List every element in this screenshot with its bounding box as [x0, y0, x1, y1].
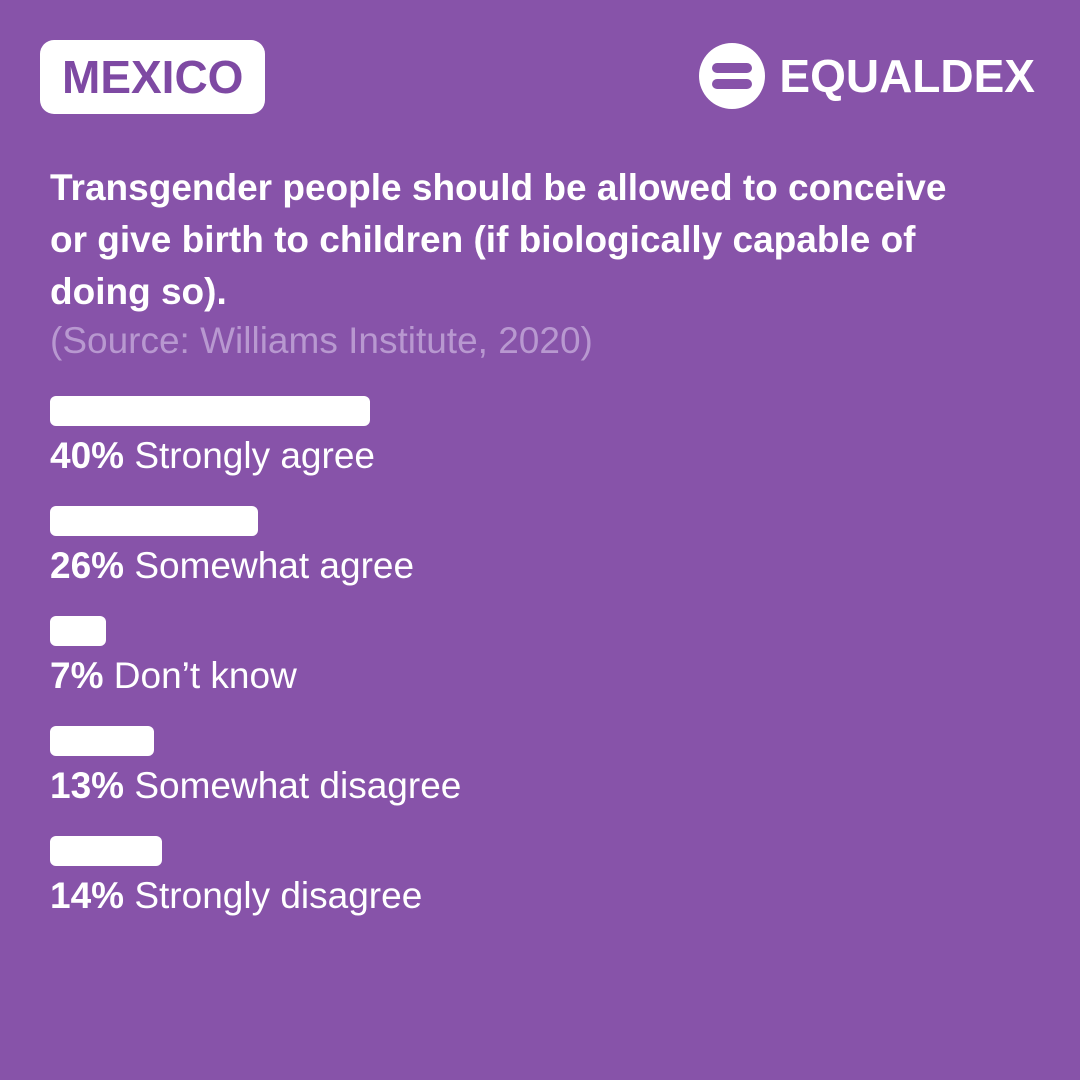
bar-category-label: Somewhat agree — [134, 545, 415, 586]
question-block: Transgender people should be allowed to … — [50, 162, 950, 364]
bar-label: 13% Somewhat disagree — [50, 764, 461, 808]
bar-label: 7% Don’t know — [50, 654, 297, 698]
bar — [50, 396, 370, 426]
country-badge: MEXICO — [40, 40, 266, 114]
bar-value-label: 26% — [50, 545, 125, 586]
bar-row: 7% Don’t know — [50, 616, 1030, 726]
bar — [50, 506, 258, 536]
equaldex-logo-icon — [699, 43, 766, 109]
bar-value-label: 13% — [50, 765, 125, 806]
source-citation: (Source: Williams Institute, 2020) — [50, 320, 593, 361]
country-label: MEXICO — [62, 51, 244, 103]
bar-label: 40% Strongly agree — [50, 434, 375, 478]
bar-category-label: Somewhat disagree — [134, 765, 462, 806]
survey-question: Transgender people should be allowed to … — [50, 167, 947, 312]
bar — [50, 726, 154, 756]
bar — [50, 616, 106, 646]
bar-value-label: 14% — [50, 875, 125, 916]
bar-value-label: 7% — [50, 655, 104, 696]
bar-row: 13% Somewhat disagree — [50, 726, 1030, 836]
bar-category-label: Strongly agree — [134, 435, 375, 476]
bar-row: 26% Somewhat agree — [50, 506, 1030, 616]
bar-category-label: Don’t know — [113, 655, 297, 696]
bar-label: 14% Strongly disagree — [50, 874, 422, 918]
bar-chart: 40% Strongly agree 26% Somewhat agree 7% D… — [50, 396, 1030, 946]
brand-logo: EQUALDEX — [699, 43, 1035, 109]
brand-name: EQUALDEX — [779, 50, 1035, 102]
bar-row: 14% Strongly disagree — [50, 836, 1030, 946]
bar-category-label: Strongly disagree — [134, 875, 423, 916]
bar-row: 40% Strongly agree — [50, 396, 1030, 506]
bar-value-label: 40% — [50, 435, 125, 476]
bar — [50, 836, 162, 866]
bar-label: 26% Somewhat agree — [50, 544, 414, 588]
